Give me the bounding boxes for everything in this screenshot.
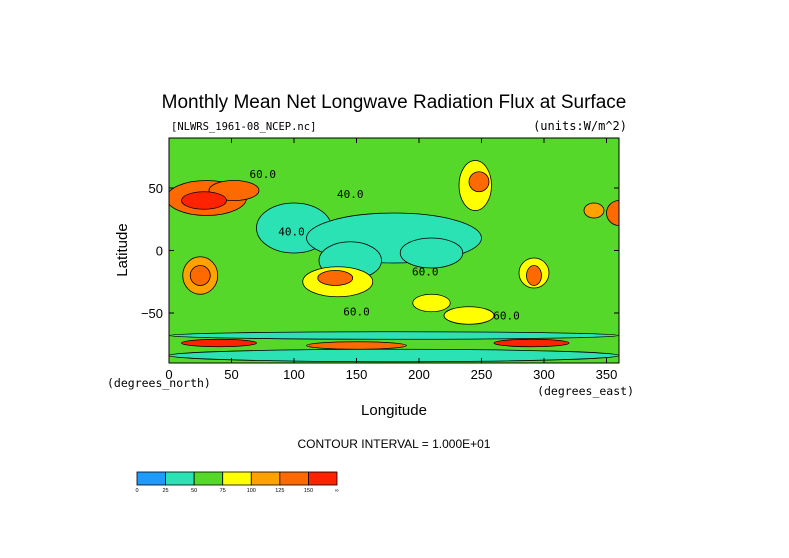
- colorbar: 0 25 50 75 100 125 150 ∞: [135, 471, 339, 494]
- colorbar-swatch: [136, 471, 166, 486]
- colorbar-tick-label: 25: [163, 488, 169, 494]
- field-region: [583, 202, 605, 219]
- field-region: [606, 200, 619, 226]
- field-region: [468, 171, 490, 193]
- y-axis-label: Latitude: [114, 223, 131, 276]
- x-tick-label: 50: [224, 367, 238, 382]
- colorbar-tick-label: 100: [247, 488, 256, 494]
- contour-label: 60.0: [493, 309, 520, 322]
- colorbar-tick-label: 50: [191, 488, 197, 494]
- colorbar-tick-label: 150: [304, 488, 313, 494]
- contour-label: 40.0: [278, 226, 305, 239]
- field-regions: [169, 160, 619, 363]
- colorbar-swatch: [250, 471, 281, 486]
- chart-title: Monthly Mean Net Longwave Radiation Flux…: [162, 92, 627, 113]
- units-label: (units:W/m^2): [533, 119, 627, 133]
- x-tick-label: 250: [471, 367, 493, 382]
- y-axis: 50 0 −50: [141, 181, 619, 321]
- field-region: [306, 341, 407, 350]
- contour-label: 60.0: [343, 306, 370, 319]
- colorbar-swatch: [193, 471, 224, 486]
- contour-labels: 60.0 40.0 40.0 60.0 60.0 60.0: [250, 168, 520, 322]
- x-tick-label: 100: [283, 367, 305, 382]
- field-region: [526, 265, 542, 286]
- x-axis: 0 50 100 150 200 250 300 350: [165, 138, 617, 382]
- field-region: [181, 338, 257, 348]
- y-tick-label: 0: [156, 244, 163, 259]
- field-region: [189, 265, 211, 286]
- contour-interval-label: CONTOUR INTERVAL = 1.000E+01: [298, 437, 491, 451]
- y-tick-label: 50: [149, 181, 163, 196]
- file-name-label: [NLWRS_1961-08_NCEP.nc]: [171, 121, 316, 133]
- colorbar-swatch: [222, 471, 252, 486]
- x-tick-label: 300: [533, 367, 555, 382]
- colorbar-tick-label: 125: [275, 488, 284, 494]
- field-region: [169, 331, 619, 340]
- x-tick-label: 150: [346, 367, 368, 382]
- plot-area: 60.0 40.0 40.0 60.0 60.0 60.0: [168, 137, 620, 364]
- colorbar-tick-label: 0: [135, 488, 138, 494]
- field-region: [317, 270, 354, 286]
- x-axis-label: Longitude: [361, 402, 427, 419]
- field-region: [412, 293, 451, 313]
- colorbar-swatch: [165, 471, 195, 486]
- x-unit-label: (degrees_east): [537, 384, 634, 398]
- field-region: [493, 338, 570, 348]
- colorbar-tick-label: 75: [220, 488, 226, 494]
- field-region: [399, 237, 464, 269]
- colorbar-tick-label: ∞: [335, 488, 339, 494]
- colorbar-swatch: [308, 471, 338, 486]
- y-tick-label: −50: [141, 306, 163, 321]
- x-tick-label: 0: [165, 367, 172, 382]
- field-region: [443, 306, 495, 325]
- contour-label: 40.0: [337, 188, 364, 201]
- colorbar-swatch: [279, 471, 309, 486]
- x-tick-label: 350: [596, 367, 618, 382]
- y-unit-label: (degrees_north): [107, 376, 211, 390]
- contour-label: 60.0: [412, 266, 439, 279]
- x-tick-label: 200: [408, 367, 430, 382]
- field-region: [181, 191, 227, 210]
- contour-label: 60.0: [250, 168, 277, 181]
- field-region: [169, 348, 619, 363]
